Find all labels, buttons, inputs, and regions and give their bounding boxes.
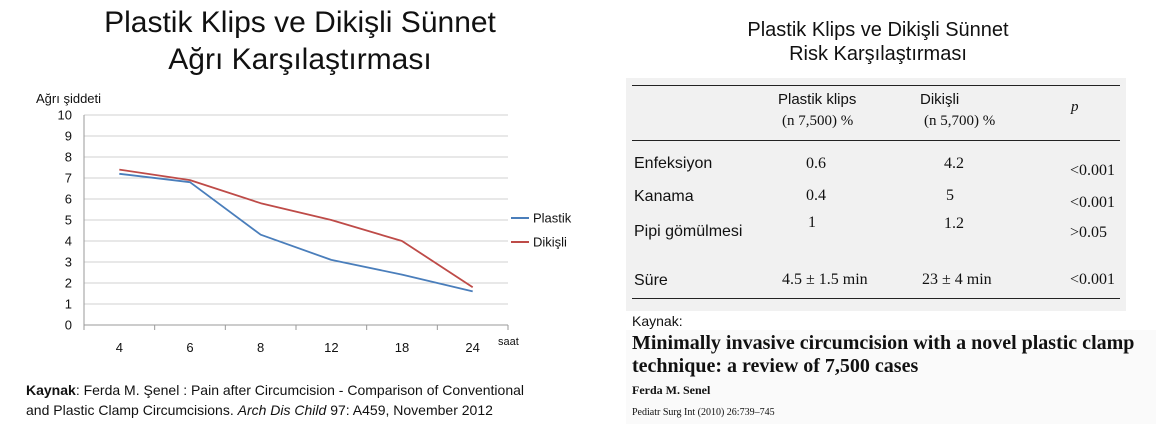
cell-buried-penis-sutured: 1.2 [944,215,964,232]
cell-bleeding-plastic: 0.4 [806,187,826,204]
paper-title: Minimally invasive circumcision with a n… [632,332,1134,378]
right-source-label: Kaynak: [632,313,683,329]
row-label-duration: Süre [634,272,668,289]
table-bottom-rule [632,298,1120,299]
cell-duration-plastic: 4.5 ± 1.5 min [782,271,868,288]
x-tick-label: 4 [116,340,123,355]
table-title-line-1: Plastik Klips ve Dikişli Sünnet [747,19,1009,41]
series-line-plastik [119,172,473,293]
cell-bleeding-p: <0.001 [1070,194,1116,211]
table-title: Plastik Klips ve Dikişli Sünnet Risk Kar… [628,18,1128,66]
legend-label: Dikişli [533,235,567,250]
y-tick-label: 3 [65,255,72,270]
table-top-rule [632,85,1120,86]
cell-duration-sutured: 23 ± 4 min [922,271,992,288]
paper-title-line-2: technique: a review of 7,500 cases [632,355,919,377]
source-journal: Arch Dis Child [237,402,327,418]
col-sub-plastic: (n 7,500) % [782,113,854,129]
cell-buried-penis-plastic: 1 [808,214,816,231]
source-text-1: : Ferda M. Şenel : Pain after Circumcisi… [75,382,525,398]
table-title-line-2: Risk Karşılaştırması [789,43,967,65]
y-axis-label: Ağrı şiddeti [36,91,101,106]
x-tick-label: 18 [395,340,409,355]
chart-title-line-2: Ağrı Karşılaştırması [168,43,432,76]
y-tick-label: 9 [65,129,72,144]
legend-label: Plastik [533,211,572,226]
x-tick-label: 8 [257,340,264,355]
y-tick-label: 7 [65,171,72,186]
y-tick-label: 6 [65,192,72,207]
cell-buried-penis-p: >0.05 [1070,224,1108,241]
x-tick-label: 6 [186,340,193,355]
col-sub-sutured: (n 5,700) % [924,113,996,129]
cell-bleeding-sutured: 5 [946,187,954,204]
cell-infection-p: <0.001 [1070,162,1116,179]
col-header-p: p [1071,99,1079,115]
paper-reference: Minimally invasive circumcision with a n… [626,330,1156,424]
paper-author: Ferda M. Senel [632,383,711,397]
chart-title-line-1: Plastik Klips ve Dikişli Sünnet [104,6,496,39]
source-text-3: 97: A459, November 2012 [326,402,493,418]
risk-table: Plastik klips (n 7,500) % Dikişli (n 5,7… [626,78,1126,311]
paper-title-line-1: Minimally invasive circumcision with a n… [632,332,1135,354]
y-tick-label: 4 [65,234,72,249]
y-tick-label: 5 [65,213,72,228]
paper-journal: Pediatr Surg Int (2010) 26:739–745 [632,407,775,418]
y-tick-label: 10 [58,108,72,123]
source-label: Kaynak [26,382,76,398]
col-header-sutured: Dikişli [920,91,960,108]
x-tick-label: 24 [465,340,479,355]
x-tick-label: 12 [324,340,338,355]
y-tick-label: 2 [65,276,72,291]
cell-duration-p: <0.001 [1070,271,1116,288]
left-source-citation: Kaynak: Ferda M. Şenel : Pain after Circ… [26,380,586,420]
source-text-2: and Plastic Clamp Circumcisions. [26,402,238,418]
chart-title: Plastik Klips ve Dikişli Sünnet Ağrı Kar… [0,4,600,78]
y-tick-label: 1 [65,297,72,312]
y-tick-label: 0 [65,318,72,333]
col-header-plastic: Plastik klips [778,91,857,108]
row-label-infection: Enfeksiyon [634,155,713,172]
series-line-dikişli [119,168,474,288]
row-label-bleeding: Kanama [634,188,694,205]
cell-infection-plastic: 0.6 [806,155,826,172]
y-tick-label: 8 [65,150,72,165]
row-label-buried-penis: Pipi gömülmesi [634,223,743,240]
cell-infection-sutured: 4.2 [944,155,964,172]
table-header-rule [632,140,1120,141]
x-axis-label: saat [498,336,519,348]
